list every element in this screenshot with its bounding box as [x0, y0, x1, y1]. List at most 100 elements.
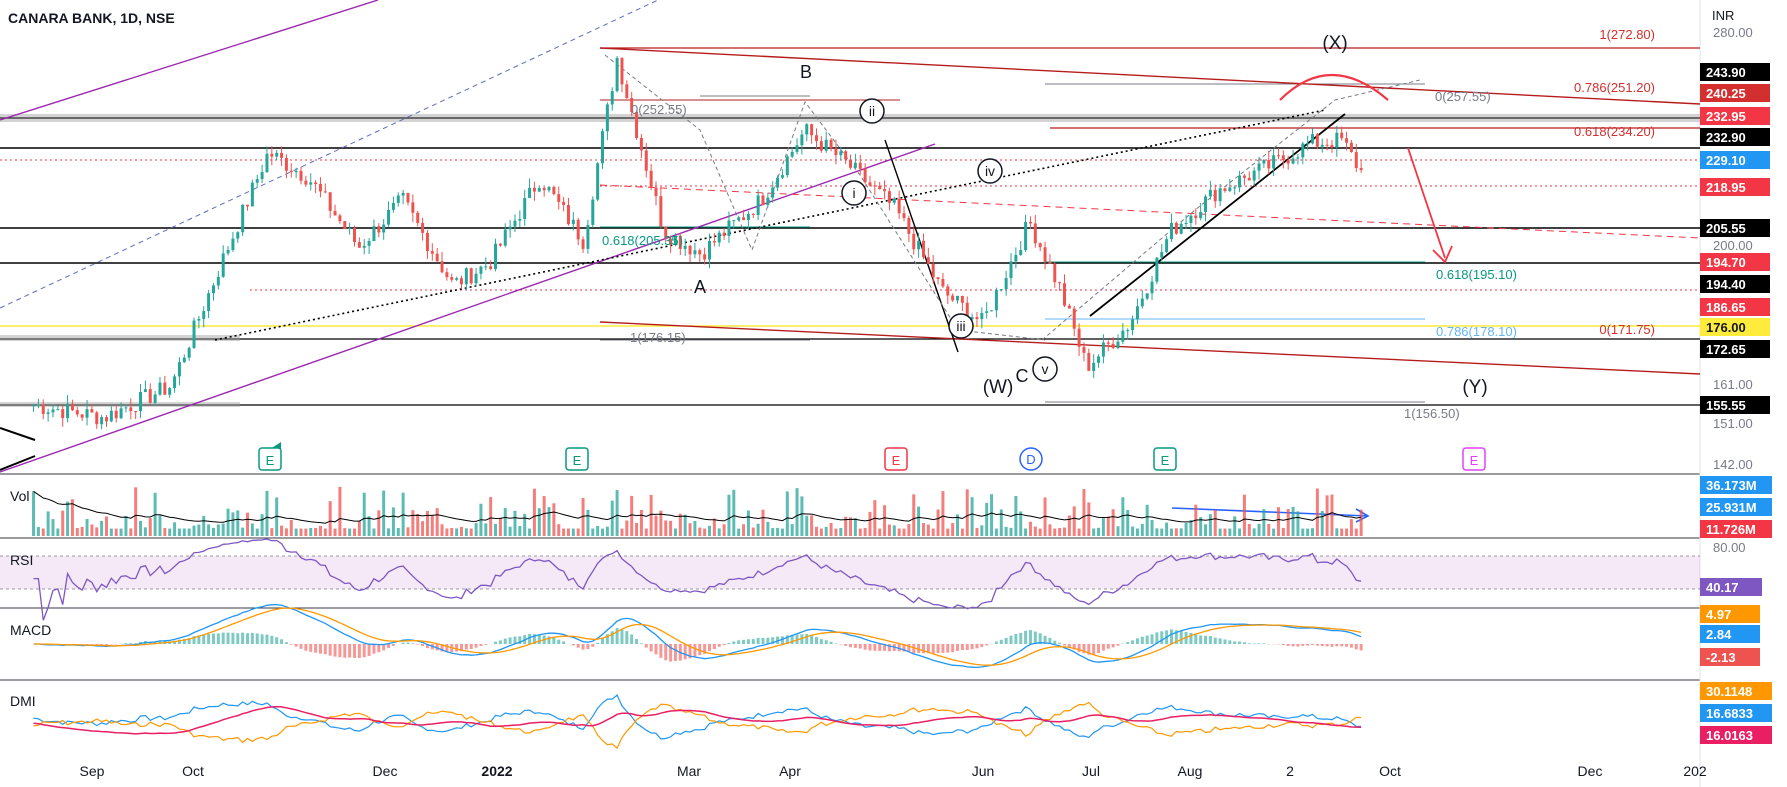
macd-histogram-bar — [387, 644, 391, 648]
price-tag[interactable]: 232.90 — [1700, 128, 1770, 146]
price-tag[interactable]: 218.95 — [1700, 178, 1770, 196]
wave-label-b[interactable]: B — [800, 62, 812, 82]
red-dashed-line[interactable] — [599, 184, 1701, 239]
circled-label-text: i — [852, 185, 855, 201]
marker-letter: D — [1026, 452, 1035, 467]
top-arc[interactable] — [1279, 73, 1389, 101]
time-axis[interactable]: Sep Oct Dec 2022 Mar Apr Jun Jul Aug 2 O… — [80, 763, 1707, 779]
volume-divergence-arrow[interactable] — [1171, 507, 1369, 517]
price-axis[interactable]: 280.00 200.00 161.00 151.00 142.00 80.00 — [1713, 25, 1753, 555]
wave-label-a[interactable]: A — [694, 277, 706, 297]
candle-body — [66, 403, 70, 419]
price-tag[interactable]: 194.70 — [1700, 253, 1770, 271]
circled-label-i[interactable]: i — [841, 180, 867, 206]
volume-bar — [630, 495, 634, 536]
rsi-pane-label[interactable]: RSI — [10, 552, 34, 568]
candle-body — [1345, 138, 1349, 143]
volume-bar — [119, 528, 123, 536]
volume-bar — [1204, 524, 1208, 536]
macd-histogram-bar — [1199, 635, 1203, 644]
rsi-tag[interactable]: 40.17 — [1700, 578, 1762, 596]
earnings-marker[interactable]: E — [1462, 447, 1486, 471]
macd-tag[interactable]: 2.84 — [1700, 625, 1760, 643]
purple-channel-line[interactable] — [0, 0, 379, 121]
candle-body — [863, 168, 867, 183]
volume-bar — [897, 528, 901, 536]
vol-pane-label[interactable]: Vol — [10, 488, 30, 504]
candle-body — [1033, 223, 1037, 244]
price-tag[interactable]: 172.65 — [1700, 340, 1770, 358]
wave-label-x[interactable]: (X) — [1322, 33, 1347, 54]
dotted-trendline[interactable] — [214, 109, 1326, 341]
price-tag[interactable]: 232.95 — [1700, 107, 1770, 125]
macd-tag[interactable]: 4.97 — [1700, 605, 1760, 623]
dmi-tag[interactable]: 30.1148 — [1700, 682, 1772, 700]
price-tag[interactable]: 243.90 — [1700, 63, 1770, 81]
earnings-marker[interactable]: E — [884, 447, 908, 471]
candle-body — [32, 405, 36, 407]
candle-body — [314, 182, 318, 185]
price-tag[interactable]: 205.55 — [1700, 219, 1770, 237]
macd-histogram-bar — [956, 644, 960, 651]
tag-bg — [1700, 63, 1770, 81]
price-tag[interactable]: 194.40 — [1700, 275, 1770, 293]
zigzag-path[interactable] — [604, 54, 1046, 341]
tag-text: 40.17 — [1706, 580, 1739, 595]
vol-tag[interactable]: 11.726M — [1700, 520, 1772, 538]
price-tag[interactable]: 155.55 — [1700, 396, 1770, 414]
black-trendline[interactable] — [884, 139, 959, 353]
circled-label-iii[interactable]: iii — [948, 313, 974, 339]
volume-bar — [250, 523, 254, 536]
price-tag[interactable]: 229.10 — [1700, 151, 1770, 169]
black-trendline[interactable] — [0, 427, 36, 441]
earnings-marker[interactable]: E — [565, 447, 589, 471]
dividend-marker[interactable]: D — [1019, 447, 1043, 471]
candle-body — [260, 172, 264, 180]
macd-histogram-bar — [557, 639, 561, 644]
price-tag[interactable]: 240.25 — [1700, 84, 1770, 102]
circled-label-v[interactable]: v — [1032, 356, 1058, 382]
tag-bg — [1700, 648, 1760, 666]
circled-label-ii[interactable]: ii — [859, 98, 885, 124]
zigzag-path[interactable] — [1041, 79, 1421, 341]
wave-label-y[interactable]: (Y) — [1462, 377, 1487, 398]
volume-bar — [1028, 521, 1032, 536]
black-trendline[interactable] — [0, 455, 36, 471]
earnings-marker[interactable]: E — [258, 442, 282, 471]
volume-bar — [1150, 520, 1154, 536]
red-wedge-line[interactable] — [599, 321, 1701, 375]
candle-body — [1179, 223, 1183, 234]
wave-label-w[interactable]: (W) — [983, 377, 1014, 398]
wave-label-c[interactable]: C — [1016, 366, 1029, 386]
dmi-pane-label[interactable]: DMI — [10, 693, 36, 709]
red-wedge-line[interactable] — [599, 47, 1701, 105]
candle-body — [362, 245, 366, 248]
vol-tag[interactable]: 36.173M — [1700, 476, 1772, 494]
tag-bg — [1700, 340, 1770, 358]
price-tag[interactable]: 186.65 — [1700, 298, 1770, 316]
chart-title[interactable]: CANARA BANK, 1D, NSE — [8, 10, 175, 26]
macd-histogram-bar — [732, 641, 736, 644]
macd-tag[interactable]: -2.13 — [1700, 648, 1760, 666]
circled-label-iv[interactable]: iv — [977, 158, 1003, 184]
volume-bar — [810, 515, 814, 536]
dashed-channel-line[interactable] — [0, 0, 659, 309]
tag-text: 16.6833 — [1706, 706, 1753, 721]
volume-bar — [834, 528, 838, 536]
target-arrow[interactable] — [1407, 147, 1446, 259]
macd-pane-label[interactable]: MACD — [10, 622, 52, 638]
volume-bar — [1354, 528, 1358, 536]
earnings-marker[interactable]: E — [1153, 447, 1177, 471]
macd-histogram-bar — [756, 637, 760, 644]
dmi-plus-line — [33, 694, 1362, 740]
price-tag[interactable]: 176.00 — [1700, 318, 1770, 336]
vol-tag[interactable]: 25.931M — [1700, 498, 1772, 516]
dmi-tag[interactable]: 16.0163 — [1700, 726, 1772, 744]
purple-channel-line[interactable] — [0, 143, 936, 473]
macd-histogram-bar — [323, 644, 327, 655]
dmi-tag[interactable]: 16.6833 — [1700, 704, 1772, 722]
candle-body — [892, 198, 896, 203]
macd-histogram-bar — [761, 637, 765, 644]
candle-body — [732, 220, 736, 222]
